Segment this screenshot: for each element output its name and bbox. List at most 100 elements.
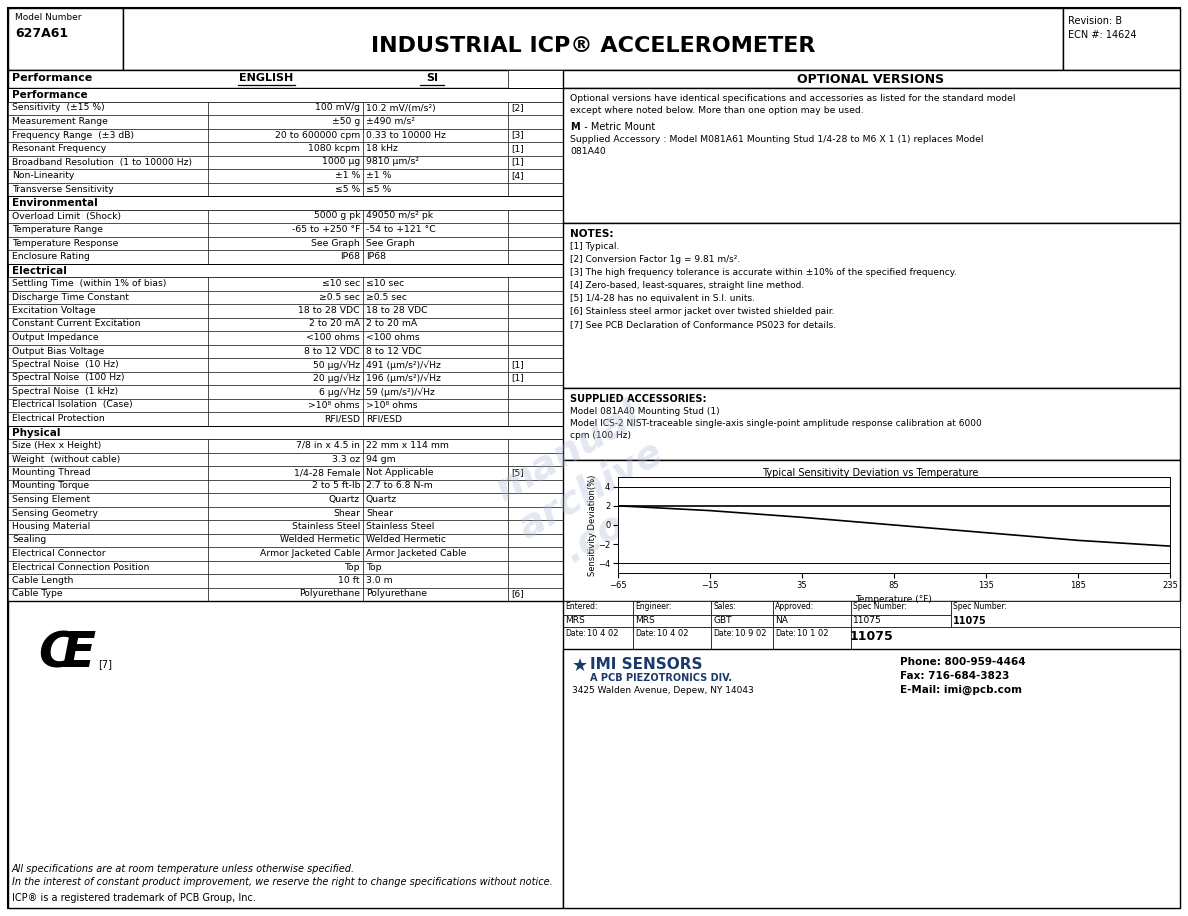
- Bar: [8, 277, 208, 290]
- Bar: [208, 479, 364, 493]
- Bar: [633, 615, 710, 627]
- Text: All specifications are at room temperature unless otherwise specified.: All specifications are at room temperatu…: [12, 864, 355, 874]
- Text: ★: ★: [571, 657, 588, 675]
- Bar: [508, 318, 563, 331]
- Text: Model ICS-2 NIST-traceable single-axis single-point amplitude response calibrati: Model ICS-2 NIST-traceable single-axis s…: [570, 419, 981, 428]
- Bar: [364, 439, 508, 453]
- Text: NOTES:: NOTES:: [570, 229, 613, 239]
- Bar: [508, 223, 563, 236]
- Text: See Graph: See Graph: [366, 238, 415, 247]
- Text: Supplied Accessory : Model M081A61 Mounting Stud 1/4-28 to M6 X 1 (1) replaces M: Supplied Accessory : Model M081A61 Mount…: [570, 135, 984, 144]
- Bar: [563, 615, 633, 627]
- Text: Fax: 716-684-3823: Fax: 716-684-3823: [901, 671, 1010, 681]
- Text: cpm (100 Hz): cpm (100 Hz): [570, 431, 631, 440]
- Text: [2]: [2]: [511, 104, 524, 113]
- Text: 10.2 mV/(m/s²): 10.2 mV/(m/s²): [366, 104, 436, 113]
- Bar: [8, 479, 208, 493]
- Bar: [8, 210, 208, 223]
- Text: Performance: Performance: [12, 73, 93, 83]
- Bar: [364, 250, 508, 264]
- Text: MRS: MRS: [565, 616, 584, 625]
- Text: Armor Jacketed Cable: Armor Jacketed Cable: [260, 549, 360, 558]
- Text: ≤5 %: ≤5 %: [366, 184, 391, 193]
- Text: Sealing: Sealing: [12, 536, 46, 544]
- Text: [6] Stainless steel armor jacket over twisted shielded pair.: [6] Stainless steel armor jacket over tw…: [570, 307, 834, 316]
- Y-axis label: Sensitivity Deviation(%): Sensitivity Deviation(%): [588, 474, 596, 575]
- Text: ≤5 %: ≤5 %: [335, 184, 360, 193]
- Bar: [8, 493, 208, 507]
- Bar: [208, 533, 364, 547]
- Bar: [208, 115, 364, 128]
- Text: 18 to 28 VDC: 18 to 28 VDC: [298, 306, 360, 315]
- Text: 59 (μm/s²)/√Hz: 59 (μm/s²)/√Hz: [366, 387, 435, 397]
- Text: manual
archive
.com: manual archive .com: [488, 395, 691, 585]
- Text: -54 to +121 °C: -54 to +121 °C: [366, 225, 436, 234]
- Text: Sensing Geometry: Sensing Geometry: [12, 508, 97, 518]
- Bar: [773, 615, 851, 627]
- Bar: [508, 385, 563, 398]
- Text: SUPPLIED ACCESSORIES:: SUPPLIED ACCESSORIES:: [570, 394, 707, 404]
- Bar: [8, 264, 563, 277]
- Text: Overload Limit  (Shock): Overload Limit (Shock): [12, 212, 121, 221]
- Bar: [208, 128, 364, 142]
- Bar: [508, 142, 563, 156]
- Text: Shear: Shear: [333, 508, 360, 518]
- Text: ICP® is a registered trademark of PCB Group, Inc.: ICP® is a registered trademark of PCB Gr…: [12, 893, 255, 903]
- Text: Transverse Sensitivity: Transverse Sensitivity: [12, 184, 114, 193]
- Bar: [710, 627, 773, 649]
- Bar: [8, 128, 208, 142]
- Text: OPTIONAL VERSIONS: OPTIONAL VERSIONS: [797, 73, 944, 86]
- Text: Size (Hex x Height): Size (Hex x Height): [12, 441, 101, 450]
- Text: Sensitivity  (±15 %): Sensitivity (±15 %): [12, 104, 105, 113]
- Text: Spectral Noise  (10 Hz): Spectral Noise (10 Hz): [12, 360, 119, 369]
- Text: 18 to 28 VDC: 18 to 28 VDC: [366, 306, 428, 315]
- Bar: [208, 277, 364, 290]
- Text: 1080 kcpm: 1080 kcpm: [308, 144, 360, 153]
- Bar: [508, 466, 563, 479]
- Text: Housing Material: Housing Material: [12, 522, 90, 531]
- Text: Mounting Torque: Mounting Torque: [12, 482, 89, 490]
- Bar: [208, 466, 364, 479]
- Text: Polyurethane: Polyurethane: [366, 590, 426, 598]
- Bar: [8, 453, 208, 466]
- Text: Stainless Steel: Stainless Steel: [291, 522, 360, 531]
- Bar: [508, 210, 563, 223]
- Text: 6 μg/√Hz: 6 μg/√Hz: [318, 387, 360, 397]
- Bar: [208, 169, 364, 182]
- Bar: [364, 182, 508, 196]
- Text: GBT: GBT: [713, 616, 732, 625]
- Bar: [508, 128, 563, 142]
- Text: RFI/ESD: RFI/ESD: [366, 414, 402, 423]
- Bar: [8, 182, 208, 196]
- Bar: [364, 547, 508, 561]
- Text: 2 to 20 mA: 2 to 20 mA: [366, 320, 417, 329]
- Text: [6]: [6]: [511, 590, 524, 598]
- Bar: [8, 385, 208, 398]
- Bar: [508, 115, 563, 128]
- Bar: [8, 601, 563, 908]
- Bar: [208, 439, 364, 453]
- Bar: [508, 520, 563, 533]
- Bar: [8, 398, 208, 412]
- Text: Welded Hermetic: Welded Hermetic: [366, 536, 446, 544]
- Text: ≥0.5 sec: ≥0.5 sec: [320, 292, 360, 301]
- Text: Sensing Element: Sensing Element: [12, 495, 90, 504]
- Text: Quartz: Quartz: [329, 495, 360, 504]
- Text: 0.33 to 10000 Hz: 0.33 to 10000 Hz: [366, 130, 446, 139]
- Text: [1]: [1]: [511, 158, 524, 167]
- Bar: [8, 102, 208, 115]
- Text: 2.7 to 6.8 N-m: 2.7 to 6.8 N-m: [366, 482, 432, 490]
- Bar: [208, 210, 364, 223]
- Text: [1]: [1]: [511, 144, 524, 153]
- Text: Electrical Protection: Electrical Protection: [12, 414, 105, 423]
- Bar: [364, 412, 508, 426]
- Text: Not Applicable: Not Applicable: [366, 468, 434, 477]
- Text: M: M: [570, 122, 580, 132]
- Bar: [1063, 8, 1180, 70]
- Text: Model Number: Model Number: [15, 13, 82, 22]
- Text: Output Bias Voltage: Output Bias Voltage: [12, 346, 105, 355]
- Bar: [8, 547, 208, 561]
- Bar: [8, 88, 563, 102]
- Bar: [364, 358, 508, 372]
- Bar: [508, 250, 563, 264]
